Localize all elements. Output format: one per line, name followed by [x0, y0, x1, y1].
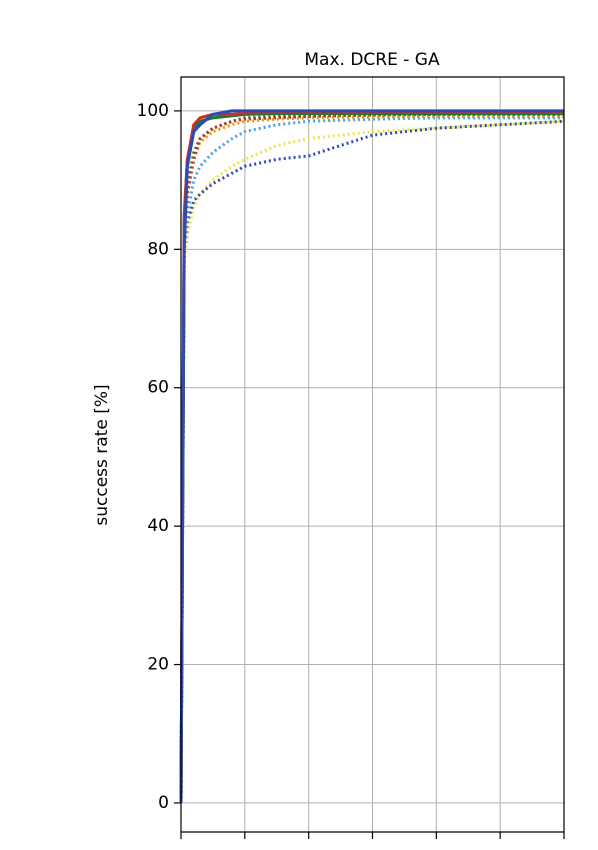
plot-lines [179, 109, 565, 803]
y-axis-label: success rate [%] [92, 384, 112, 525]
y-tick-label: 60 [147, 378, 169, 398]
y-tick-label: 40 [147, 516, 169, 536]
y-tick-label: 80 [147, 239, 169, 259]
series-line [179, 109, 564, 803]
y-tick-label: 20 [147, 655, 169, 675]
axes-frame [180, 76, 565, 833]
series-line [179, 114, 564, 803]
series-line [179, 119, 565, 803]
chart-title: Max. DCRE - GA [304, 50, 440, 70]
y-tick-label: 0 [158, 793, 169, 813]
y-tick-label: 100 [137, 101, 169, 121]
